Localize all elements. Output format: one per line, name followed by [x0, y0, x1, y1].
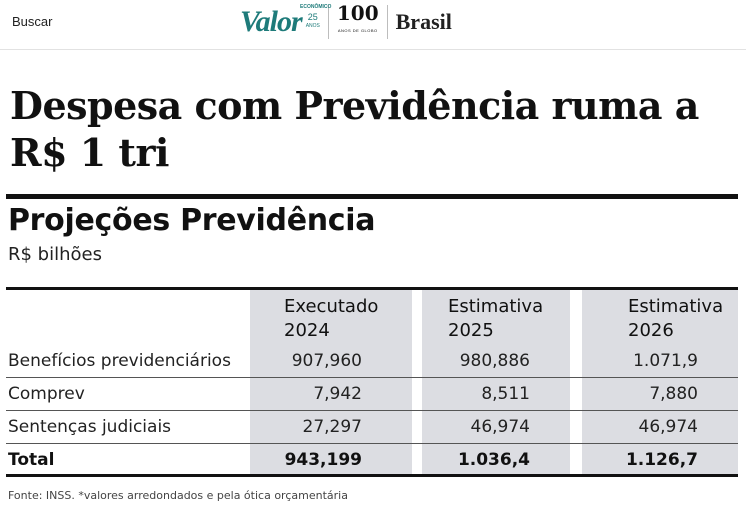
column-header-2025-line2: 2025: [448, 320, 494, 341]
cell-2024: 27,297: [302, 417, 362, 437]
valor-logo-tag: ECONÔMICO: [300, 4, 332, 10]
row-divider: [6, 443, 738, 444]
globo-100-sub: ANOS DE GLOBO: [337, 28, 378, 33]
row-divider: [6, 410, 738, 411]
cell-2025: 980,886: [459, 351, 530, 371]
column-header-2025-line1: Estimativa: [448, 296, 544, 317]
row-label: Sentenças judiciais: [8, 417, 172, 437]
logo-divider: [327, 5, 329, 39]
valor-logo-text: Valor: [240, 5, 303, 38]
column-header-2026-line1: Estimativa: [628, 296, 724, 317]
column-header-2026-line2: 2026: [628, 320, 674, 341]
graphic-title: Projeções Previdência: [8, 203, 376, 238]
total-2024: 943,199: [284, 450, 362, 470]
column-header-2024-line1: Executado: [284, 296, 379, 317]
column-header-2024: Executado 2024: [284, 295, 378, 343]
valor-logo[interactable]: Valor ECONÔMICO: [240, 4, 331, 39]
row-divider: [6, 377, 738, 378]
cell-2026: 7,880: [649, 384, 698, 404]
graphic-top-rule: [6, 194, 738, 199]
globo-100-number: 100: [336, 1, 379, 25]
graphic-source: Fonte: INSS. *valores arredondados e pel…: [8, 489, 348, 502]
anniversary-sub: ANOS: [305, 23, 320, 29]
column-header-2025: Estimativa 2025: [448, 295, 543, 343]
column-header-2026: Estimativa 2026: [628, 295, 723, 343]
brand-logo-group[interactable]: Valor ECONÔMICO 25 ANOS 100 ANOS DE GLOB…: [240, 1, 452, 40]
projections-table: Executado 2024 Estimativa 2025 Estimativ…: [6, 287, 738, 477]
top-bar: Buscar Valor ECONÔMICO 25 ANOS 100 ANOS …: [0, 0, 746, 50]
anniversary-number: 25: [307, 12, 318, 22]
globo-100-logo: 100 ANOS DE GLOBO: [336, 1, 379, 40]
section-divider: [386, 5, 388, 39]
total-label: Total: [8, 450, 55, 470]
graphic-unit: R$ bilhões: [8, 244, 102, 265]
cell-2024: 7,942: [313, 384, 362, 404]
total-2025: 1.036,4: [457, 450, 530, 470]
search-link[interactable]: Buscar: [12, 14, 53, 29]
anniversary-badge: 25 ANOS: [306, 13, 320, 31]
column-header-2024-line2: 2024: [284, 320, 330, 341]
row-label: Comprev: [8, 384, 85, 404]
cell-2025: 8,511: [481, 384, 530, 404]
article-headline: Despesa com Previdência ruma a R$ 1 tri: [10, 83, 699, 175]
table-top-rule: [6, 287, 738, 290]
cell-2026: 46,974: [638, 417, 698, 437]
cell-2026: 1.071,9: [633, 351, 698, 371]
cell-2024: 907,960: [291, 351, 362, 371]
total-2026: 1.126,7: [625, 450, 698, 470]
section-link[interactable]: Brasil: [395, 9, 452, 34]
table-bottom-rule: [6, 474, 738, 477]
row-label: Benefícios previdenciários: [8, 351, 231, 371]
cell-2025: 46,974: [470, 417, 530, 437]
